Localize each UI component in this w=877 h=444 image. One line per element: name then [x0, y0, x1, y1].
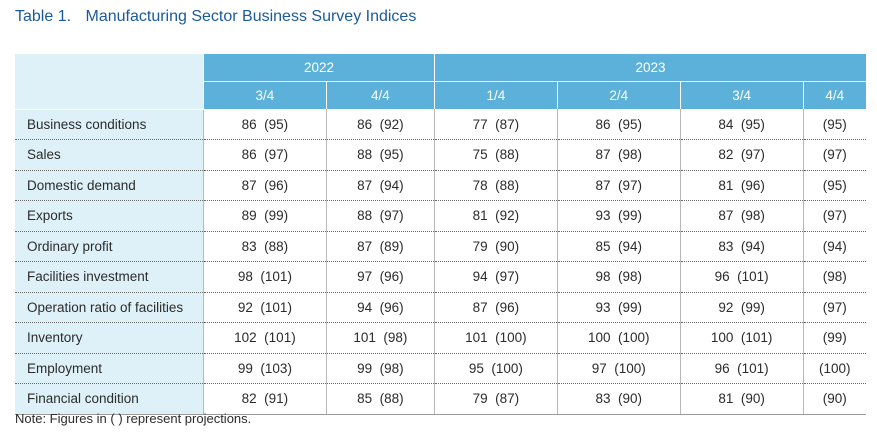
quarter-header: 4/4: [802, 81, 866, 109]
table-cell: (90): [802, 383, 866, 415]
table-cell: 81 (92): [433, 200, 558, 232]
table-cell: 101 (100): [433, 322, 558, 354]
row-label: Ordinary profit: [15, 231, 204, 262]
row-label: Exports: [15, 200, 204, 232]
table-cell: 94 (96): [325, 292, 435, 323]
table-cell: 84 (95): [679, 109, 804, 140]
year-2022-header: 2022: [203, 54, 435, 82]
year-header-row: 2022 2023: [15, 54, 866, 110]
table-cell: 87 (96): [433, 292, 558, 323]
table-cell: 101 (98): [325, 322, 435, 354]
table-cell: 86 (95): [556, 109, 681, 140]
table-cell: 83 (94): [679, 231, 804, 262]
table-title: Table 1. Manufacturing Sector Business S…: [15, 8, 416, 26]
table-cell: 82 (91): [203, 383, 327, 415]
table-row: Inventory 102 (101) 101 (98) 101 (100) 100 (…: [15, 322, 866, 354]
table-cell: 79 (87): [433, 383, 558, 415]
table-row: Ordinary profit 83 (88) 87 (89) 79 (90) 85 (…: [15, 231, 866, 262]
table-cell: 77 (87): [433, 109, 558, 140]
table-cell: (97): [802, 200, 866, 232]
corner-cell: [15, 54, 204, 110]
table-row: Exports 89 (99) 88 (97) 81 (92) 93 (99) 87 (9…: [15, 200, 866, 232]
quarter-header-row: 3/4 4/4 1/4 2/4 3/4 4/4: [15, 81, 866, 109]
table-cell: 79 (90): [433, 231, 558, 262]
table-cell: 98 (98): [556, 261, 681, 293]
table-cell: 93 (99): [556, 292, 681, 323]
table-cell: 98 (101): [203, 261, 327, 293]
table-cell: 86 (92): [325, 109, 435, 140]
row-label: Employment: [15, 353, 204, 384]
year-2023-header: 2023: [433, 54, 866, 82]
table-cell: 87 (98): [556, 139, 681, 171]
table-cell: 99 (98): [325, 353, 435, 384]
row-label: Inventory: [15, 322, 204, 354]
table-cell: (99): [802, 322, 866, 354]
table-cell: 97 (100): [556, 353, 681, 384]
table-cell: 83 (90): [556, 383, 681, 415]
row-label: Business conditions: [15, 109, 204, 140]
table-cell: 88 (97): [325, 200, 435, 232]
table-cell: 86 (97): [203, 139, 327, 171]
table-cell: 81 (90): [679, 383, 804, 415]
table-cell: 96 (101): [679, 353, 804, 384]
table-cell: (95): [802, 109, 866, 140]
table-cell: 83 (88): [203, 231, 327, 262]
table-cell: 96 (101): [679, 261, 804, 293]
row-label: Operation ratio of facilities: [15, 292, 204, 323]
table-cell: (97): [802, 292, 866, 323]
table-cell: 78 (88): [433, 170, 558, 201]
row-label: Financial condition: [15, 383, 204, 415]
table-cell: 92 (101): [203, 292, 327, 323]
table-cell: 86 (95): [203, 109, 327, 140]
table-cell: 81 (96): [679, 170, 804, 201]
table-row: Financial condition 82 (91) 85 (88) 79 (87)…: [15, 383, 866, 415]
table-cell: 92 (99): [679, 292, 804, 323]
table-cell: 87 (89): [325, 231, 435, 262]
survey-table: 2022 2023 3/4 4/4 1/4 2/4 3/4 4/4 Busine…: [15, 54, 866, 415]
table-cell: 102 (101): [203, 322, 327, 354]
table-cell: 88 (95): [325, 139, 435, 171]
table-cell: 94 (97): [433, 261, 558, 293]
table-cell: 85 (88): [325, 383, 435, 415]
table-cell: 93 (99): [556, 200, 681, 232]
row-label: Facilities investment: [15, 261, 204, 293]
table-cell: (98): [802, 261, 866, 293]
table-cell: 99 (103): [203, 353, 327, 384]
table-row: Facilities investment 98 (101) 97 (96) 94 (…: [15, 261, 866, 293]
quarter-header: 1/4: [433, 81, 558, 109]
table-cell: 82 (97): [679, 139, 804, 171]
table-cell: 97 (96): [325, 261, 435, 293]
table-row: Sales 86 (97) 88 (95) 75 (88) 87 (98) 82 (97)…: [15, 139, 866, 171]
table-cell: 87 (94): [325, 170, 435, 201]
table-row: Domestic demand 87 (96) 87 (94) 78 (88) 87 (…: [15, 170, 866, 201]
table-cell: 75 (88): [433, 139, 558, 171]
table-cell: (94): [802, 231, 866, 262]
table-cell: (100): [802, 353, 866, 384]
table-cell: 95 (100): [433, 353, 558, 384]
quarter-header: 4/4: [325, 81, 435, 109]
table-note: Note: Figures in ( ) represent projectio…: [15, 411, 252, 426]
table-cell: 100 (101): [679, 322, 804, 354]
quarter-header: 3/4: [679, 81, 804, 109]
table-cell: 100 (100): [556, 322, 681, 354]
table-title-text: Manufacturing Sector Business Survey Ind…: [85, 8, 417, 25]
table-cell: 87 (97): [556, 170, 681, 201]
table-number: Table 1.: [15, 8, 72, 25]
row-label: Sales: [15, 139, 204, 171]
table-cell: (95): [802, 170, 866, 201]
table-cell: 85 (94): [556, 231, 681, 262]
row-label: Domestic demand: [15, 170, 204, 201]
table-cell: (97): [802, 139, 866, 171]
table-row: Operation ratio of facilities 92 (101) 94 …: [15, 292, 866, 323]
quarter-header: 3/4: [203, 81, 327, 109]
quarter-header: 2/4: [556, 81, 681, 109]
table-cell: 87 (96): [203, 170, 327, 201]
table-cell: 89 (99): [203, 200, 327, 232]
table-row: Employment 99 (103) 99 (98) 95 (100) 97 (100…: [15, 353, 866, 384]
table-cell: 87 (98): [679, 200, 804, 232]
table-row: Business conditions 86 (95) 86 (92) 77 (87)…: [15, 109, 866, 140]
